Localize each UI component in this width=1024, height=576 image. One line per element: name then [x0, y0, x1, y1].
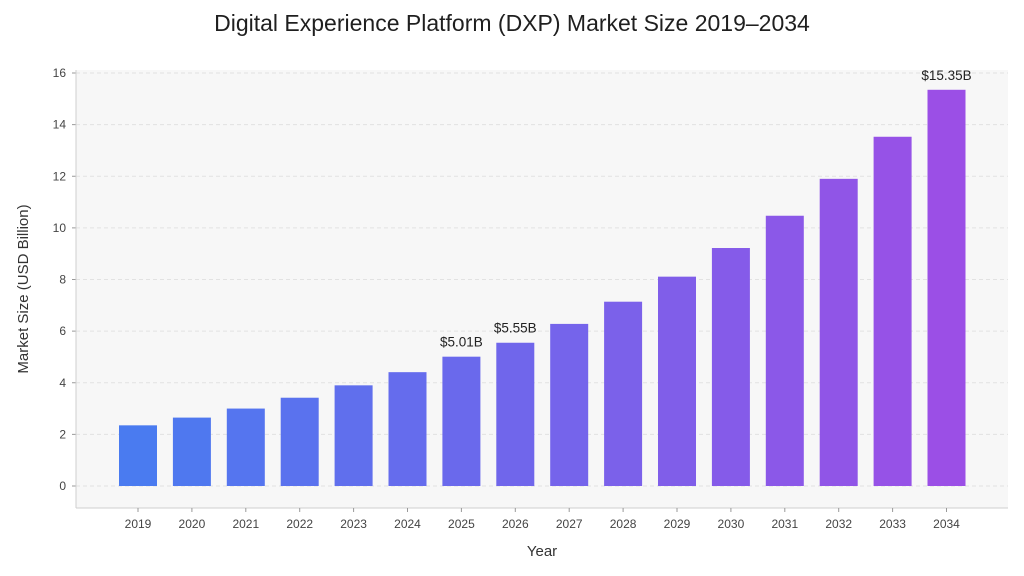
chart-title: Digital Experience Platform (DXP) Market… — [214, 10, 810, 36]
data-label-2026: $5.55B — [494, 321, 537, 336]
y-tick-label: 4 — [59, 376, 66, 390]
data-label-2034: $15.35B — [921, 68, 971, 83]
x-tick-label-2027: 2027 — [556, 517, 583, 531]
y-tick-label: 10 — [53, 221, 67, 235]
bar-2021 — [226, 408, 265, 486]
data-labels: $5.01B $5.55B $15.35B — [440, 68, 972, 350]
x-tick-label-2025: 2025 — [448, 517, 475, 531]
plot-area — [76, 70, 1008, 508]
tick-labels: 0 2 4 6 8 10 12 14 16 2019 2020 2021 2022 2023 2024 202… — [53, 66, 961, 531]
y-tick-label: 12 — [53, 169, 67, 183]
x-tick-label-2022: 2022 — [286, 517, 313, 531]
bar-2025 — [442, 356, 481, 486]
x-tick-label-2032: 2032 — [825, 517, 852, 531]
bar-2026 — [496, 342, 535, 486]
x-tick-label-2031: 2031 — [771, 517, 798, 531]
y-tick-label: 8 — [59, 273, 66, 287]
bar-2019 — [119, 425, 157, 486]
bar-2024 — [388, 372, 427, 486]
x-tick-label-2024: 2024 — [394, 517, 421, 531]
y-tick-label: 0 — [59, 479, 66, 493]
bar-2022 — [280, 397, 319, 486]
y-axis-title: Market Size (USD Billion) — [15, 204, 32, 373]
x-tick-label-2034: 2034 — [933, 517, 960, 531]
x-tick-label-2020: 2020 — [179, 517, 206, 531]
x-tick-label-2023: 2023 — [340, 517, 367, 531]
bar-2032 — [819, 178, 858, 487]
x-tick-label-2026: 2026 — [502, 517, 529, 531]
x-tick-label-2029: 2029 — [664, 517, 691, 531]
x-tick-label-2030: 2030 — [718, 517, 745, 531]
axes — [75, 70, 1008, 512]
y-tick-label: 14 — [53, 118, 67, 132]
bar-2027 — [550, 323, 589, 486]
x-tick-label-2021: 2021 — [232, 517, 259, 531]
bar-2020 — [172, 417, 211, 486]
x-tick-label-2033: 2033 — [879, 517, 906, 531]
bar-2029 — [658, 276, 696, 486]
x-axis-title: Year — [527, 543, 557, 560]
x-tick-label-2028: 2028 — [610, 517, 637, 531]
x-tick-label-2019: 2019 — [125, 517, 152, 531]
bars — [119, 89, 966, 487]
y-tick-label: 2 — [59, 427, 66, 441]
bar-2031 — [765, 215, 804, 487]
bar-2028 — [604, 301, 643, 486]
y-tick-label: 6 — [59, 324, 66, 338]
y-tick-label: 16 — [53, 66, 67, 80]
bar-2030 — [711, 248, 750, 486]
bar-2033 — [873, 136, 912, 486]
bar-2034 — [927, 89, 966, 486]
data-label-2025: $5.01B — [440, 335, 483, 350]
bar-2023 — [334, 385, 373, 486]
